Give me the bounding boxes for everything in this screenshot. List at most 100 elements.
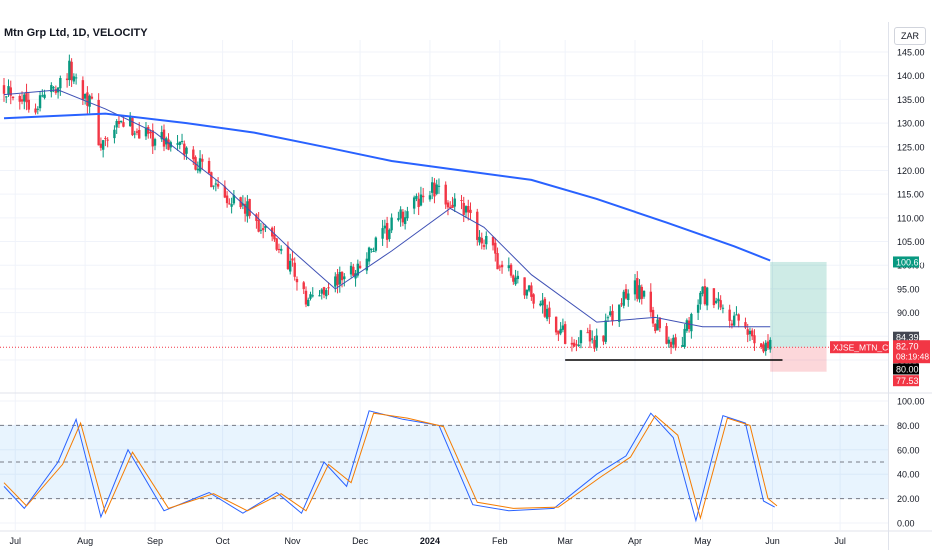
candle-body	[593, 340, 596, 349]
candle-body	[370, 248, 373, 251]
candle-body	[50, 85, 53, 93]
candle-body	[131, 118, 134, 136]
candle	[183, 140, 186, 160]
candle	[705, 286, 709, 311]
candle-body	[620, 303, 623, 305]
candle	[214, 179, 218, 192]
fast-moving-average-line	[3, 89, 771, 328]
candle-body	[151, 130, 154, 147]
candle-body	[627, 293, 630, 301]
candle-body	[104, 137, 107, 139]
candle	[277, 243, 281, 254]
candle-body	[460, 199, 463, 201]
candle	[717, 292, 720, 310]
candle	[210, 171, 213, 188]
candle	[293, 257, 296, 281]
time-tick-label: Feb	[492, 536, 508, 546]
candle-body	[381, 228, 384, 239]
candle	[11, 96, 15, 101]
candle-body	[588, 330, 592, 342]
candle-body	[34, 108, 37, 113]
candle-body	[746, 329, 749, 335]
candle	[766, 334, 770, 350]
candle-body	[101, 140, 105, 150]
time-tick-label: Jun	[765, 536, 780, 546]
chart-title: Mtn Grp Ltd, 1D, VELOCITY	[4, 27, 148, 39]
candle	[106, 137, 109, 148]
candle	[690, 312, 693, 339]
price-scale-tag-text: 77.53	[896, 376, 919, 386]
candle	[460, 195, 463, 210]
candle-body	[766, 341, 770, 349]
candle	[683, 324, 686, 349]
candle-body	[295, 278, 299, 283]
candle-body	[701, 286, 704, 294]
candle	[480, 232, 483, 250]
candle	[512, 274, 515, 285]
candle	[545, 304, 549, 322]
candle-body	[338, 272, 341, 285]
symbol-tag-text: XJSE_MTN_CFD	[833, 343, 900, 353]
candle	[561, 318, 565, 333]
candle	[744, 317, 747, 330]
candle-body	[665, 326, 668, 344]
candle-body	[769, 339, 772, 350]
candle	[198, 150, 202, 174]
candle-body	[144, 127, 148, 137]
price-scale-tag: 84.39	[893, 331, 919, 343]
time-tick-label: Sep	[147, 536, 163, 546]
candle	[104, 136, 107, 147]
candle	[97, 93, 100, 146]
candle-body	[548, 307, 551, 318]
time-tick-label: May	[694, 536, 712, 546]
candle-body	[153, 139, 157, 146]
candle	[367, 246, 371, 265]
candle-body	[372, 251, 375, 253]
candle-body	[658, 317, 662, 329]
candle	[714, 297, 718, 305]
candle	[548, 301, 551, 324]
candle	[336, 269, 339, 294]
candle	[309, 291, 312, 301]
candle-body	[512, 275, 515, 282]
price-tick-label: 120.00	[897, 166, 925, 176]
candle-body	[180, 141, 184, 143]
candle-body	[275, 238, 278, 250]
candle-body	[183, 143, 186, 156]
candle-body	[248, 199, 251, 216]
candle	[539, 300, 542, 307]
candle-body	[178, 141, 181, 145]
candle-body	[478, 236, 481, 243]
candle	[701, 286, 704, 297]
candle-body	[129, 116, 132, 127]
candle-body	[696, 304, 700, 313]
candle	[225, 191, 229, 208]
price-scale-tag-text: 100.69	[896, 257, 924, 267]
candle	[728, 304, 731, 328]
candle	[665, 322, 668, 345]
candle	[83, 93, 87, 105]
candle-body	[421, 195, 425, 198]
candle	[570, 336, 574, 352]
last-price-tag-bg	[893, 340, 930, 364]
candle	[196, 161, 200, 174]
currency-button[interactable]: ZAR	[894, 27, 926, 45]
candle-body	[210, 172, 213, 188]
candle	[541, 292, 544, 314]
oscillator-tick-label: 80.00	[897, 421, 920, 431]
candle	[25, 83, 28, 111]
candle-body	[401, 211, 405, 223]
candle	[654, 323, 657, 334]
time-tick-label: Aug	[77, 536, 93, 546]
candle-body	[334, 276, 337, 287]
price-tick-label: 110.00	[897, 213, 924, 223]
price-tick-label: 145.00	[897, 48, 925, 58]
candle	[259, 222, 263, 234]
candle-body	[480, 237, 483, 244]
candle-body	[516, 275, 520, 280]
candle	[167, 133, 170, 151]
candle-body	[500, 264, 504, 268]
candle	[322, 286, 326, 299]
price-scale-tag-bg	[893, 375, 919, 387]
